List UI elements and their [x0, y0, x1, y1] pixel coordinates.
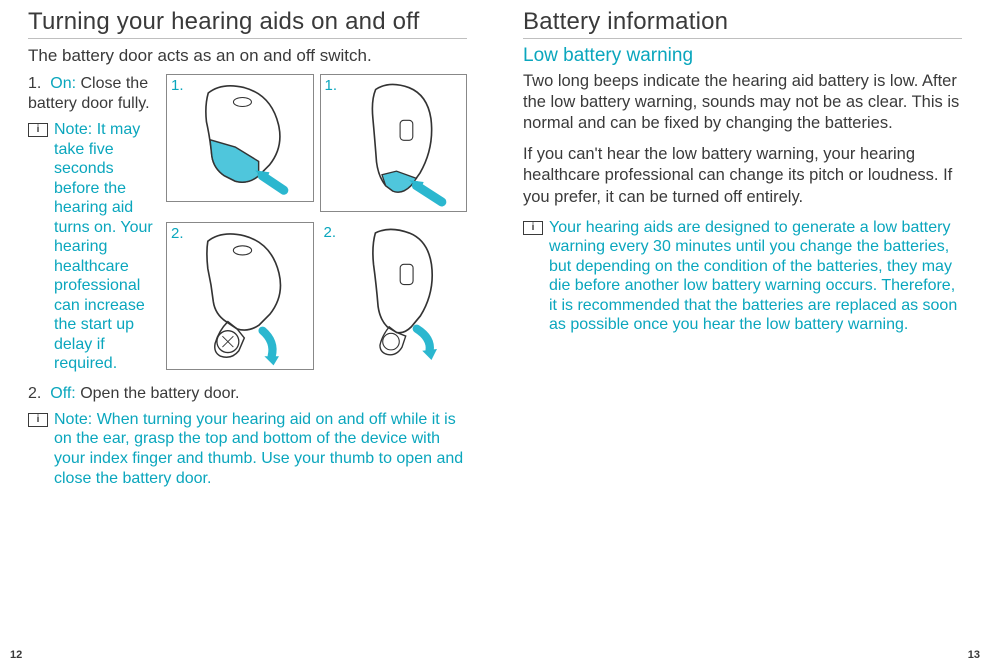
note2-text: Note: When turning your hearing aid on a…	[54, 410, 467, 488]
hearing-aid-bte-on-icon	[167, 75, 313, 201]
figure-1a-label: 1.	[171, 77, 184, 94]
figure-1b: 1.	[320, 74, 468, 212]
info-icon: i	[523, 221, 543, 235]
figure-2b-label: 2.	[324, 224, 337, 241]
step1-label: On:	[50, 75, 76, 92]
figure-2a-label: 2.	[171, 225, 184, 242]
left-title: Turning your hearing aids on and off	[28, 8, 467, 39]
step2: 2. Off: Open the battery door.	[28, 384, 467, 404]
right-p1: Two long beeps indicate the hearing aid …	[523, 71, 962, 134]
right-title: Battery information	[523, 8, 962, 39]
step1-number: 1.	[28, 75, 41, 92]
right-p2: If you can't hear the low battery warnin…	[523, 144, 962, 207]
step2-number: 2.	[28, 385, 41, 402]
right-note-text: Your hearing aids are designed to genera…	[549, 218, 962, 335]
step2-text: Open the battery door.	[76, 385, 240, 402]
step2-label: Off:	[50, 385, 76, 402]
left-columns: 1. On: Close the battery door fully. i N…	[28, 74, 467, 374]
hearing-aid-ric-on-icon	[321, 75, 467, 211]
page-left: Turning your hearing aids on and off The…	[0, 0, 495, 669]
info-icon: i	[28, 123, 48, 137]
info-icon: i	[28, 413, 48, 427]
note2-row: i Note: When turning your hearing aid on…	[28, 410, 467, 488]
note1-text: Note: It may take five seconds before th…	[54, 120, 158, 374]
note1-row: i Note: It may take five seconds before …	[28, 120, 158, 374]
page-right: Battery information Low battery warning …	[495, 0, 990, 669]
figure-2a: 2.	[166, 222, 314, 370]
left-lead: The battery door acts as an on and off s…	[28, 45, 467, 66]
figure-1a: 1.	[166, 74, 314, 202]
hearing-aid-ric-off-icon	[320, 222, 468, 360]
step1: 1. On: Close the battery door fully.	[28, 74, 158, 114]
left-text-column: 1. On: Close the battery door fully. i N…	[28, 74, 158, 374]
figure-2b: 2.	[320, 222, 468, 360]
hearing-aid-bte-off-icon	[167, 223, 313, 369]
right-note-row: i Your hearing aids are designed to gene…	[523, 218, 962, 335]
page-number-right: 13	[968, 649, 980, 661]
page-number-left: 12	[10, 649, 22, 661]
figure-1b-label: 1.	[325, 77, 338, 94]
figure-grid: 1. 1.	[166, 74, 467, 374]
right-subhead: Low battery warning	[523, 45, 962, 67]
